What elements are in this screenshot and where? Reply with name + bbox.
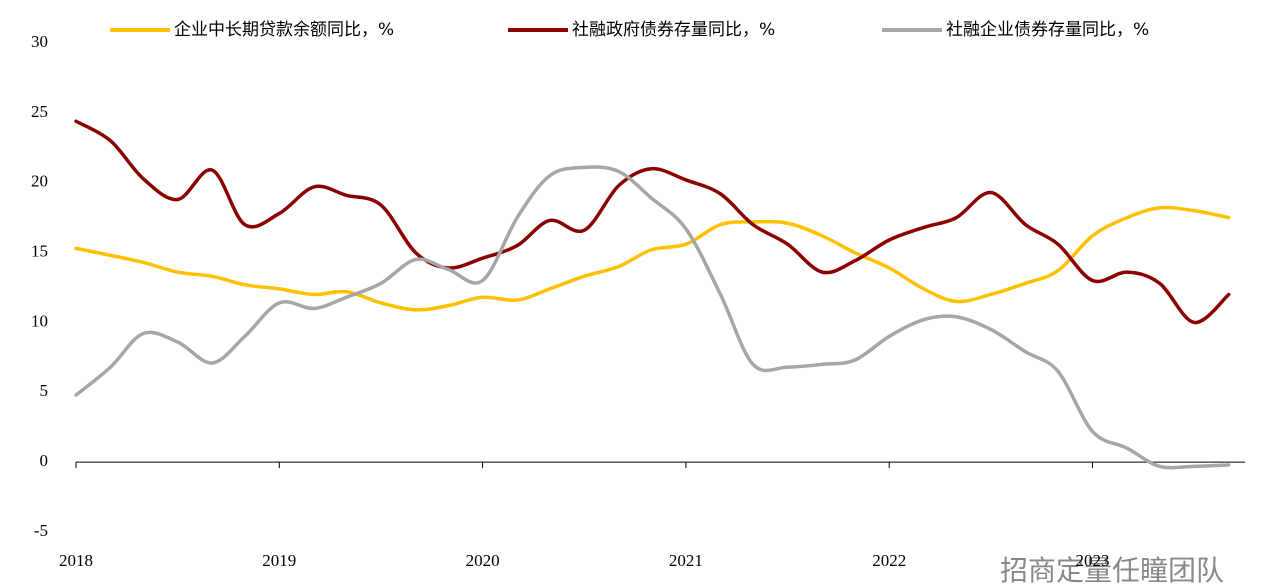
- y-tick-label: 5: [40, 381, 49, 400]
- y-tick-label: -5: [34, 521, 48, 540]
- x-tick-label: 2023: [1076, 551, 1110, 570]
- x-tick-label: 2018: [59, 551, 93, 570]
- watermark: 招商定量任瞳团队: [1000, 554, 1224, 587]
- y-tick-label: 20: [31, 172, 48, 191]
- series-line: [74, 205, 1231, 312]
- legend-label: 社融政府债券存量同比，%: [572, 20, 775, 40]
- legend-label: 社融企业债券存量同比，%: [946, 20, 1149, 40]
- y-tick-label: 15: [31, 241, 48, 260]
- x-tick-label: 2022: [872, 551, 906, 570]
- y-tick-label: 25: [31, 102, 48, 121]
- y-tick-label: 10: [31, 311, 48, 330]
- x-tick-label: 2019: [262, 551, 296, 570]
- series-line: [74, 165, 1231, 470]
- x-tick-label: 2020: [466, 551, 500, 570]
- y-tick-label: 30: [31, 32, 48, 51]
- x-tick-label: 2021: [669, 551, 703, 570]
- legend-label: 企业中长期贷款余额同比，%: [174, 20, 394, 40]
- y-tick-label: 0: [40, 451, 49, 470]
- series-line: [74, 119, 1231, 325]
